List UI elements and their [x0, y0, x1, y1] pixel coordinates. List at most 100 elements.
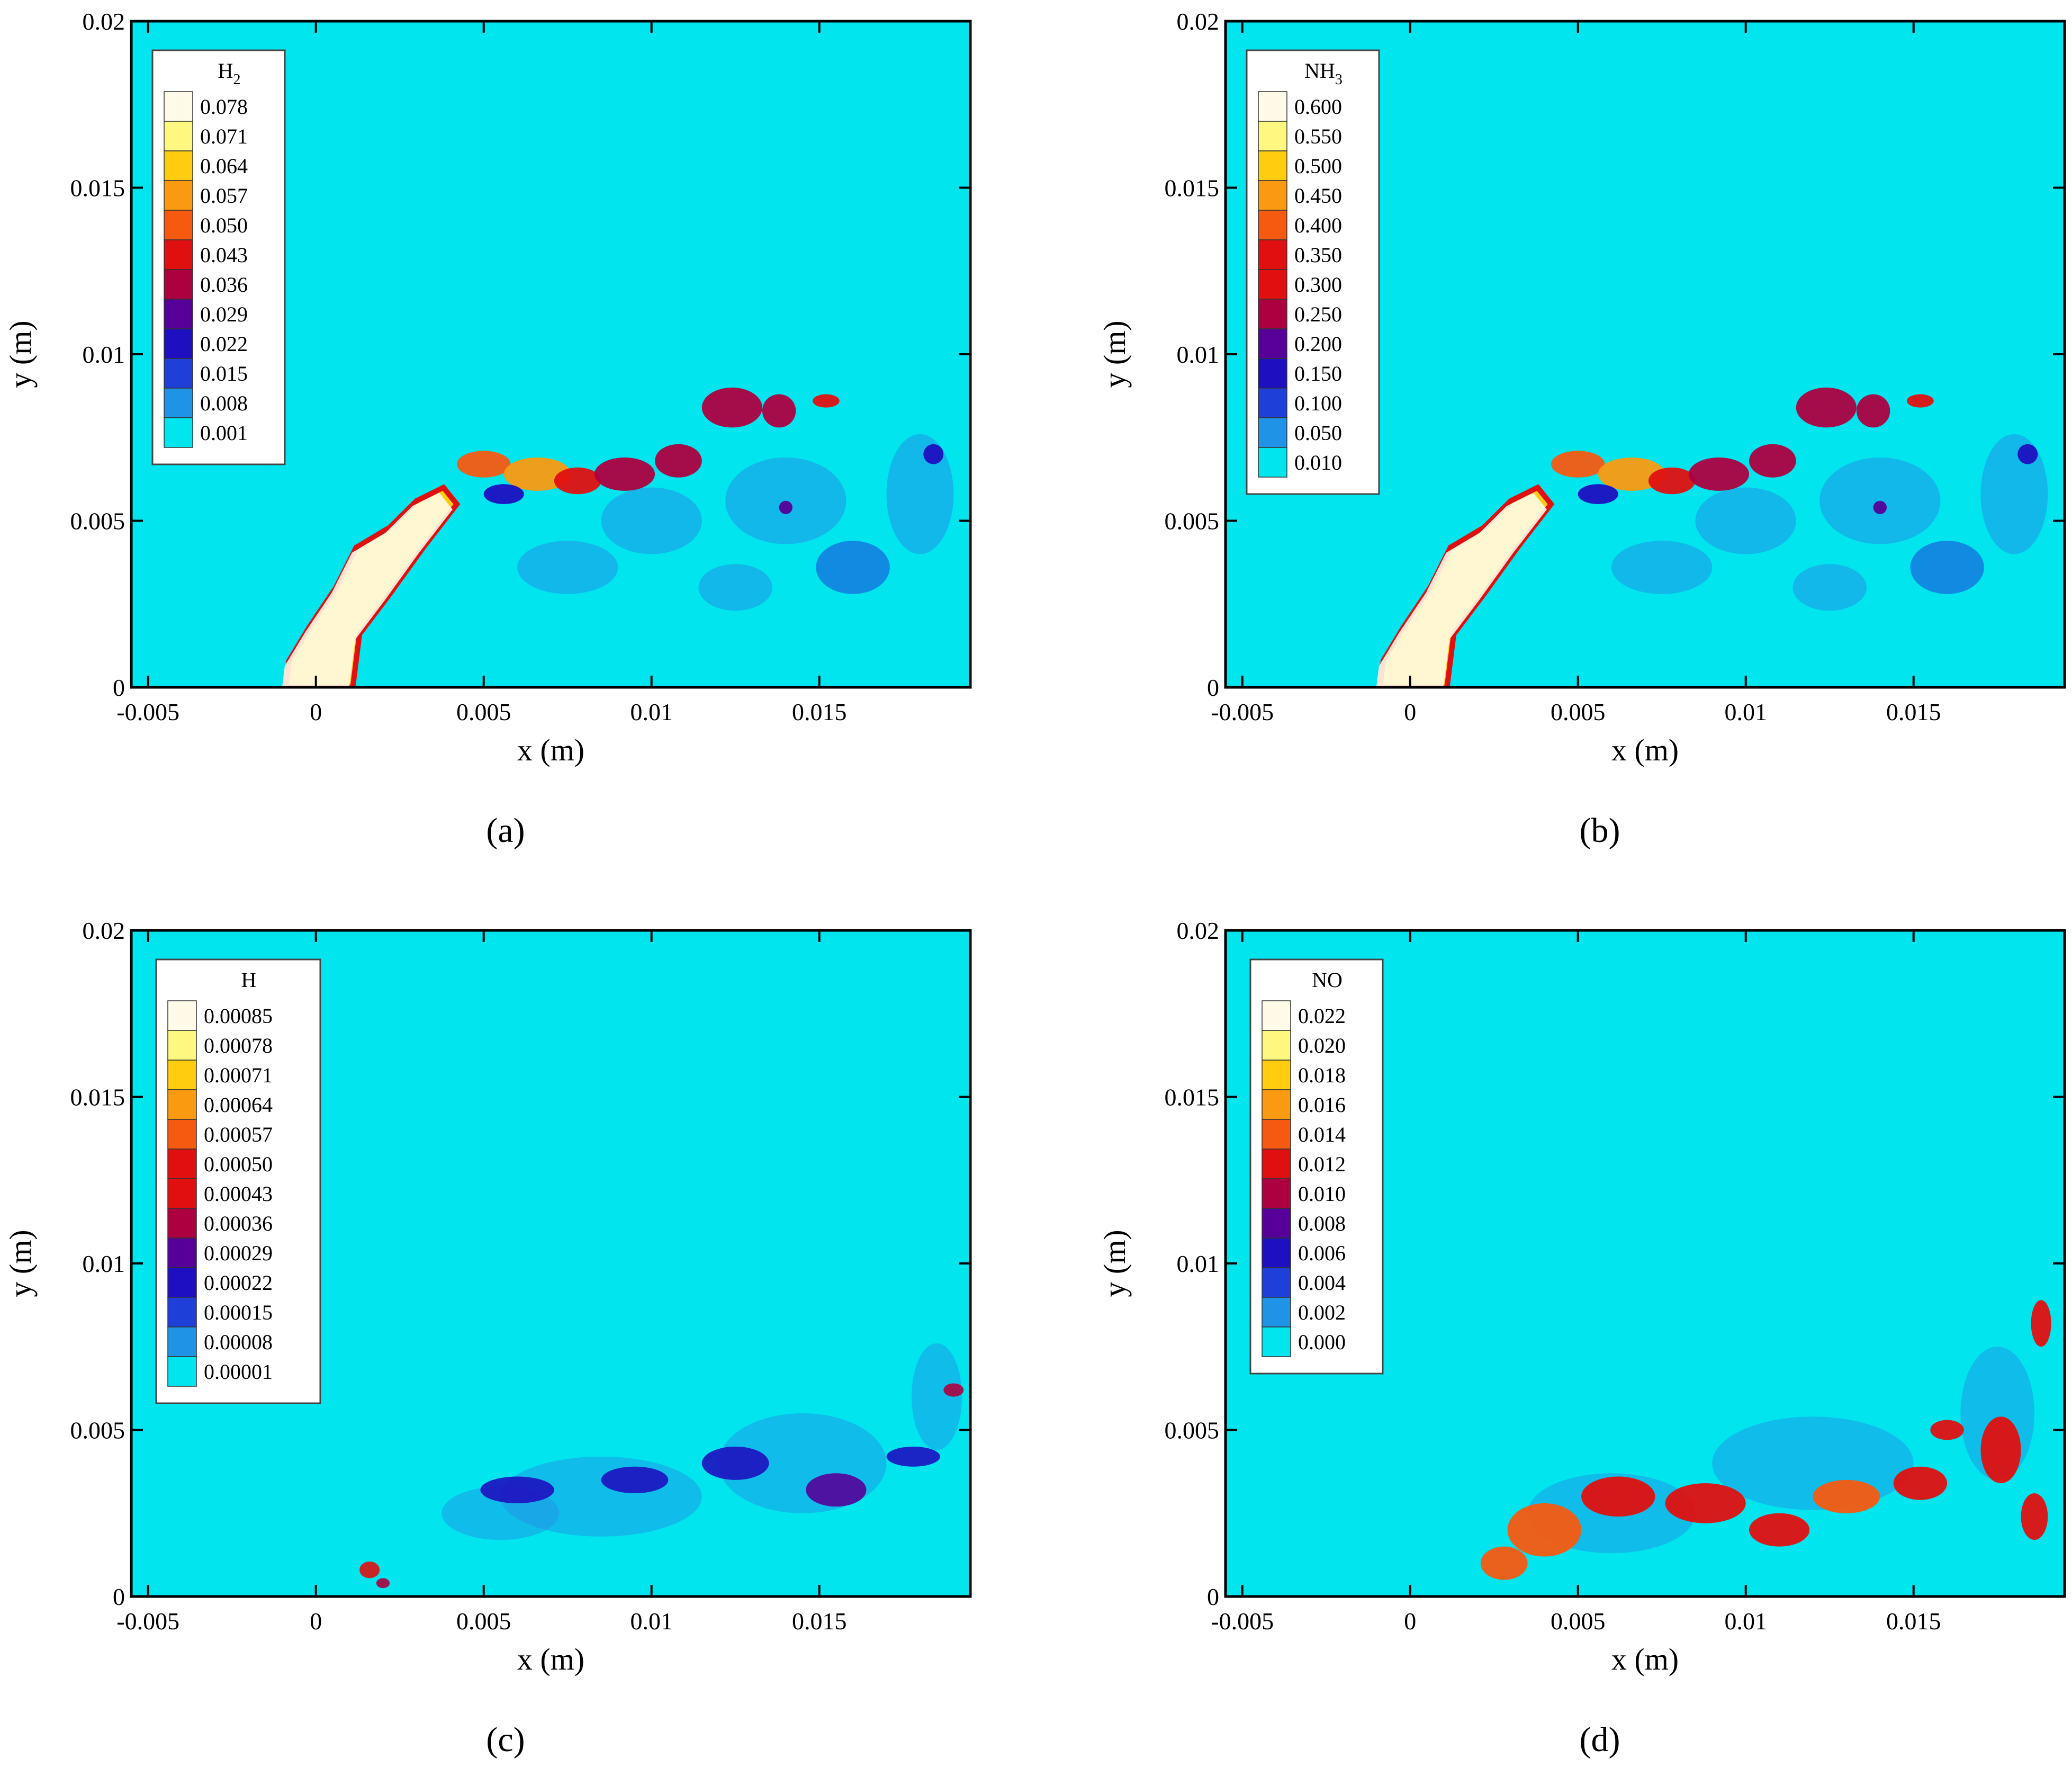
y-tick-label: 0.005	[1165, 1417, 1220, 1444]
legend-swatch	[164, 239, 193, 270]
legend-swatch	[1262, 1237, 1291, 1268]
y-tick-label: 0.015	[70, 175, 125, 202]
legend-swatch	[167, 1178, 197, 1209]
legend-swatch	[167, 1089, 197, 1120]
fuel-pocket	[1749, 444, 1796, 478]
legend-swatch	[1258, 299, 1287, 329]
legend-swatch	[1262, 1030, 1291, 1061]
chart-panel-d: -0.005 0 0.005 0.01 0.01500.0050.010.0150.02…	[1097, 917, 2066, 1759]
x-tick-label: -0.005	[116, 698, 179, 725]
legend-level-label: 0.400	[1294, 213, 1342, 237]
x-axis-title: x (m)	[1611, 1642, 1679, 1676]
mixing-region	[698, 564, 772, 611]
product-pocket	[1930, 1420, 1964, 1440]
fuel-pocket	[1796, 387, 1857, 428]
legend-swatch	[1262, 1326, 1291, 1357]
x-tick-label: 0.005	[1551, 1608, 1606, 1635]
legend-swatch	[164, 269, 193, 300]
legend-swatch	[167, 1060, 197, 1090]
y-tick-label: 0.01	[1177, 1250, 1220, 1277]
mixing-region	[601, 487, 702, 554]
legend-swatch	[164, 388, 193, 418]
legend-swatch	[1262, 1089, 1291, 1120]
fuel-pocket	[483, 484, 524, 505]
legend-level-label: 0.036	[200, 273, 248, 297]
legend-swatch	[167, 1208, 197, 1239]
mixing-region	[725, 457, 846, 544]
legend-swatch	[1262, 1060, 1291, 1090]
y-axis-title: y (m)	[3, 320, 38, 388]
legend-swatch	[1262, 1000, 1291, 1031]
legend-level-label: 0.057	[200, 184, 248, 208]
fuel-pocket	[1873, 500, 1887, 514]
legend-level-label: 0.006	[1298, 1241, 1346, 1265]
x-tick-label: -0.005	[116, 1608, 179, 1635]
fuel-pocket	[1907, 394, 1934, 408]
legend-title-subscript: 3	[1335, 71, 1343, 88]
fuel-pocket	[456, 451, 511, 478]
mixing-region	[1819, 457, 1941, 544]
x-tick-label: 0.005	[456, 698, 511, 725]
mixing-region	[1910, 541, 1984, 594]
y-tick-label: 0.02	[1177, 8, 1220, 35]
fuel-pocket	[1578, 484, 1618, 505]
contour-field	[1480, 1300, 2051, 1580]
legend-level-label: 0.00085	[204, 1004, 273, 1028]
legend-level-label: 0.00029	[204, 1241, 273, 1265]
mixing-region	[1792, 564, 1867, 611]
legend-title: NH3	[1304, 59, 1343, 88]
fuel-pocket	[594, 457, 655, 491]
legend-swatch	[167, 1356, 197, 1387]
legend-swatch	[1258, 91, 1287, 122]
legend-level-label: 0.00001	[204, 1360, 273, 1384]
legend-level-label: 0.00008	[204, 1330, 273, 1354]
fuel-pocket	[923, 444, 944, 464]
fuel-jet-core-inner	[1376, 492, 1547, 687]
y-tick-label: 0.01	[83, 1250, 125, 1277]
legend-swatch	[164, 121, 193, 151]
y-tick-label: 0	[1207, 674, 1219, 701]
x-tick-label: 0.005	[456, 1608, 511, 1635]
radical-filament	[701, 1446, 769, 1480]
legend-level-label: 0.00022	[204, 1271, 273, 1295]
legend-level-label: 0.100	[1294, 391, 1342, 415]
legend-level-label: 0.350	[1294, 243, 1342, 267]
legend-level-label: 0.008	[1298, 1212, 1346, 1235]
legend-swatch	[1258, 328, 1287, 359]
legend-level-label: 0.001	[200, 421, 248, 445]
legend-swatch	[1258, 239, 1287, 270]
legend-swatch	[167, 1030, 197, 1061]
legend-swatch	[167, 1000, 197, 1031]
legend-level-label: 0.043	[200, 243, 248, 267]
legend-swatch	[1258, 180, 1287, 211]
legend-level-label: 0.022	[1298, 1004, 1346, 1028]
legend-swatch	[167, 1326, 197, 1357]
contour-field	[359, 1343, 964, 1589]
x-tick-label: 0.01	[630, 698, 673, 725]
fuel-pocket	[554, 467, 601, 495]
legend-level-label: 0.500	[1294, 154, 1342, 178]
legend-swatch	[1258, 417, 1287, 448]
y-tick-label: 0.01	[83, 341, 125, 368]
legend-level-label: 0.050	[200, 213, 248, 237]
panel-label: (a)	[486, 811, 525, 850]
y-tick-label: 0.005	[70, 1417, 125, 1444]
legend-level-label: 0.00064	[204, 1093, 273, 1117]
legend-level-label: 0.020	[1298, 1034, 1346, 1057]
x-tick-label: 0.01	[630, 1608, 673, 1635]
legend-level-label: 0.200	[1294, 332, 1342, 356]
legend-swatch	[167, 1119, 197, 1150]
legend-title-subscript: 2	[233, 71, 240, 88]
legend-swatch	[1262, 1208, 1291, 1239]
y-tick-label: 0.015	[1165, 1084, 1220, 1111]
legend-level-label: 0.00078	[204, 1034, 273, 1057]
legend-swatch	[1258, 269, 1287, 300]
legend-swatch	[164, 91, 193, 122]
mixing-region	[886, 434, 954, 554]
radical-filament	[943, 1383, 964, 1397]
product-pocket	[1507, 1503, 1582, 1557]
x-tick-label: 0.015	[1886, 1608, 1941, 1635]
chart-panel-a: -0.005 0 0.005 0.01 0.01500.0050.010.0150.02…	[3, 8, 972, 850]
legend-level-label: 0.000	[1298, 1330, 1346, 1354]
